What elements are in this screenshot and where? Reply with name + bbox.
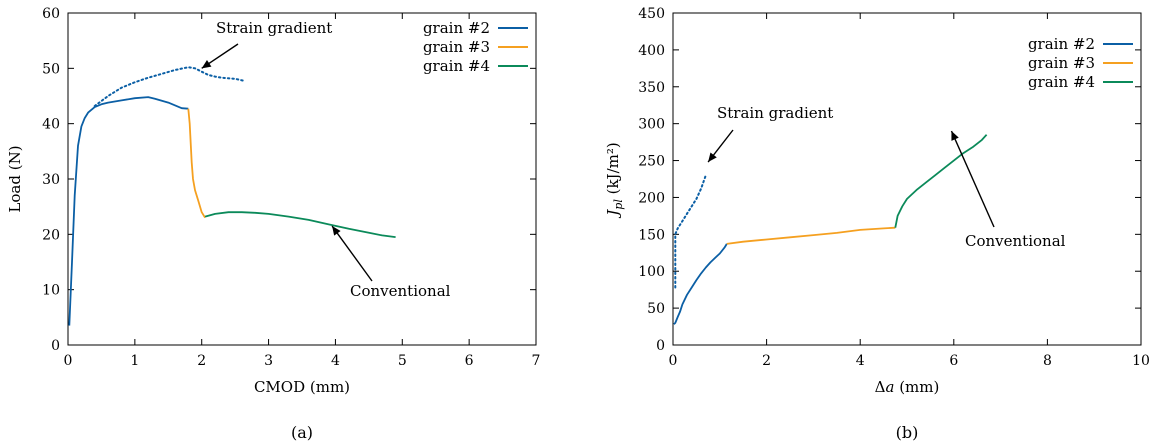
series-line-strain-gradient [674,174,707,289]
annotation-label: Conventional [350,282,451,300]
y-tick-label: 300 [638,117,665,133]
legend-label: grain #2 [1028,35,1095,53]
x-axis-label: Δa (mm) [875,378,940,396]
y-tick-label: 20 [42,227,60,243]
legend-label: grain #4 [1028,73,1095,91]
legend-label: grain #4 [423,57,490,75]
y-tick-label: 400 [638,43,665,59]
x-tick-label: 3 [264,353,273,369]
series-line-grain-2 [68,96,189,326]
y-tick-label: 350 [638,80,665,96]
annotation-arrowhead [201,59,212,69]
y-tick-label: 10 [42,283,60,299]
x-tick-label: 4 [856,353,865,369]
x-tick-label: 5 [398,353,407,369]
y-tick-label: 50 [647,301,665,317]
annotation-label: Strain gradient [216,19,332,37]
y-tick-label: 50 [42,61,60,77]
annotation-label: Conventional [965,232,1066,250]
annotation-arrowhead [332,226,341,236]
series-line-strain-gradient [93,66,247,107]
x-tick-label: 4 [331,353,340,369]
y-tick-label: 30 [42,172,60,188]
x-tick-label: 1 [130,353,139,369]
legend-label: grain #2 [423,19,490,37]
y-tick-label: 150 [638,227,665,243]
annotation-label: Strain gradient [717,104,833,122]
x-tick-label: 0 [669,353,678,369]
series-line-grain-4 [204,211,396,238]
y-tick-label: 40 [42,117,60,133]
series-line-grain-3 [187,108,206,219]
x-tick-label: 8 [1043,353,1052,369]
y-tick-label: 250 [638,154,665,170]
series-line-grain-4 [894,134,988,228]
legend-label: grain #3 [1028,54,1095,72]
x-tick-label: 6 [465,353,474,369]
x-tick-label: 0 [64,353,73,369]
x-tick-label: 2 [197,353,206,369]
x-tick-label: 2 [762,353,771,369]
y-axis-label: Load (N) [6,145,24,212]
y-tick-label: 450 [638,6,665,22]
x-axis-label: CMOD (mm) [254,378,350,396]
plot-frame [672,12,1142,346]
y-tick-label: 100 [638,264,665,280]
x-tick-label: 10 [1132,353,1150,369]
annotation-arrow [331,225,373,282]
panel-caption: (b) [896,423,919,442]
y-tick-label: 200 [638,190,665,206]
y-tick-label: 60 [42,6,60,22]
panel-a: 0 1 2 3 4 5 6 7 0 10 20 30 40 50 60 CMOD (mm) Load (N) (a… [6,6,540,442]
legend-label: grain #3 [423,38,490,56]
series-line-grain-2 [673,243,728,325]
y-axis-label: Jpl (kJ/m²) [604,142,625,218]
x-tick-label: 6 [949,353,958,369]
y-tick-label: 0 [656,338,665,354]
y-tick-label: 0 [51,338,60,354]
panel-caption: (a) [291,423,313,442]
x-tick-label: 7 [532,353,541,369]
annotation-arrowhead [708,152,717,163]
series-line-grain-3 [726,226,896,245]
annotation-arrowhead [951,131,959,141]
annotation-arrow [950,130,995,228]
